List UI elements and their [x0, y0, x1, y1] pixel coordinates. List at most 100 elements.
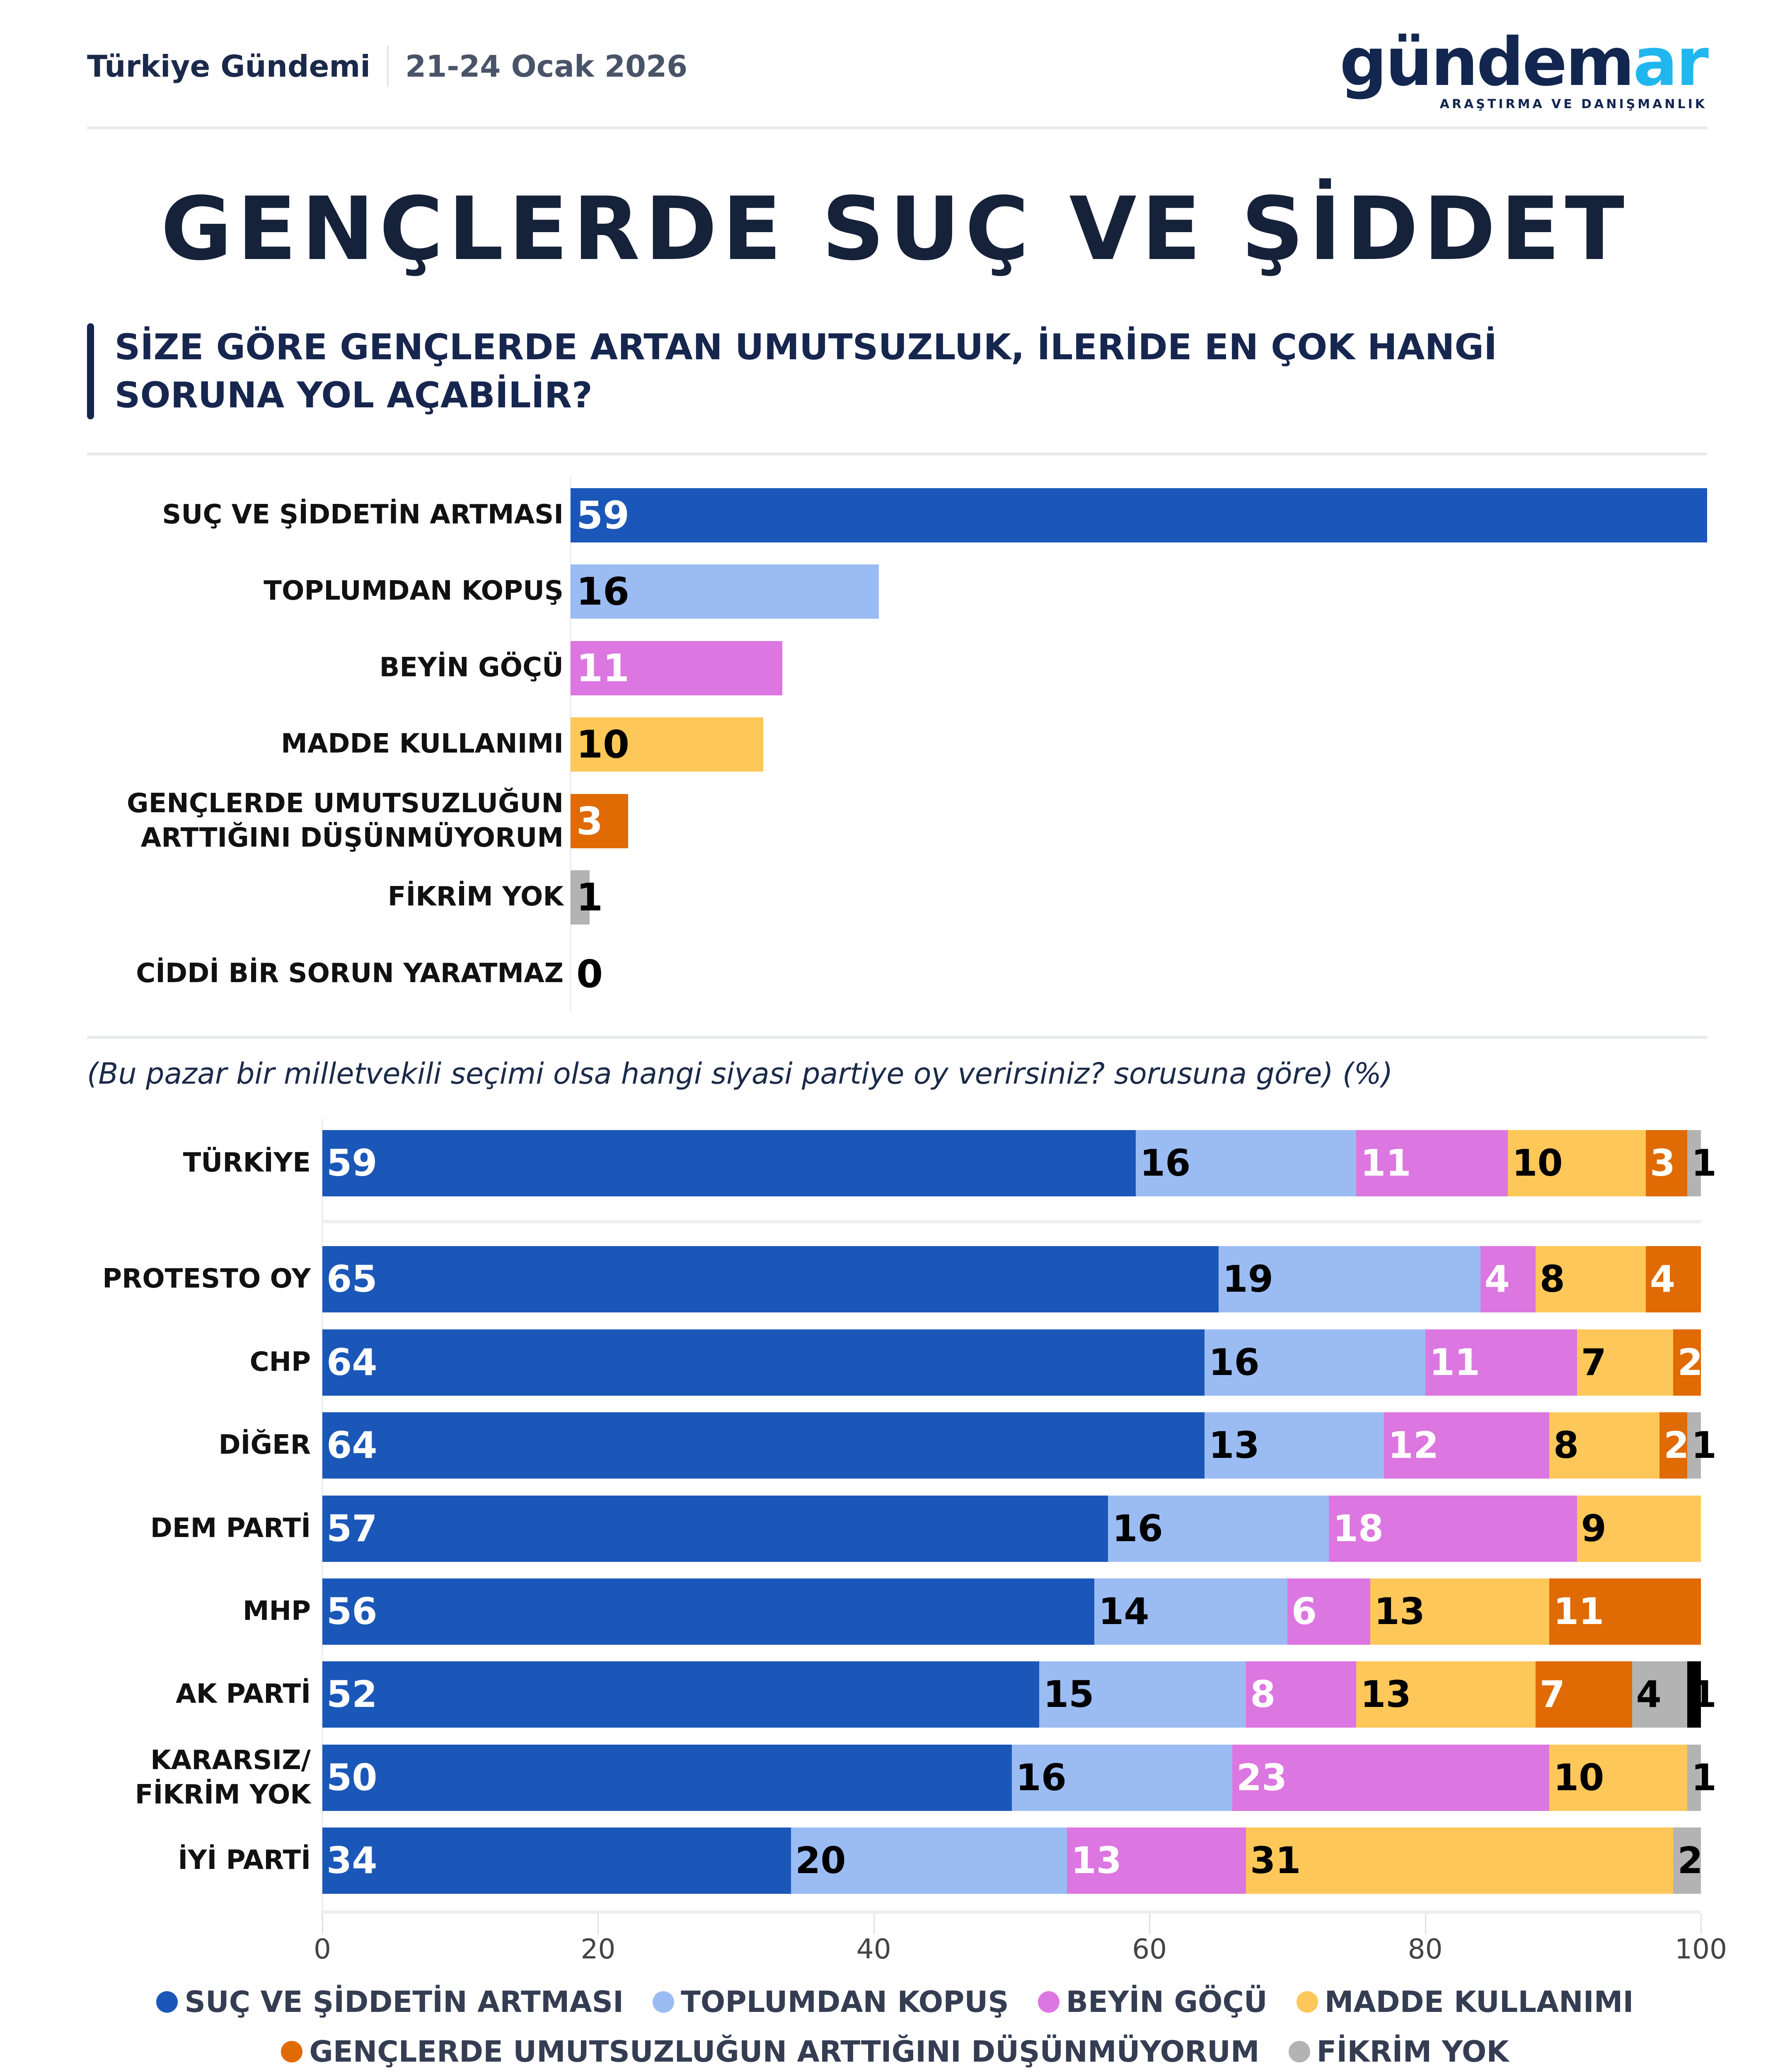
x-tick-mark — [597, 1914, 599, 1934]
stacked-segment-label: 16 — [1016, 1756, 1067, 1799]
stacked-segment-label: 59 — [327, 1142, 377, 1184]
legend-swatch-icon — [653, 1991, 675, 2013]
stacked-category-label: DEM PARTİ — [150, 1511, 311, 1546]
legend-item[interactable]: GENÇLERDE UMUTSUZLUĞUN ARTTIĞINI DÜŞÜNMÜ… — [281, 2035, 1260, 2069]
bar-category-label-line: BEYİN GÖÇÜ — [379, 652, 564, 683]
stacked-category-label-line: PROTESTO OY — [102, 1264, 311, 1295]
stacked-segment-label: 52 — [327, 1673, 377, 1716]
stacked-category-label: TÜRKİYE — [183, 1146, 311, 1180]
bar-value-label: 10 — [576, 722, 630, 767]
stacked-segment — [1508, 1130, 1646, 1196]
stacked-category-label-line: CHP — [249, 1347, 311, 1378]
stacked-segment-label: 57 — [327, 1507, 377, 1550]
stacked-segment — [322, 1496, 1108, 1562]
bar — [571, 488, 1707, 542]
legend-item[interactable]: MADDE KULLANIMI — [1296, 1985, 1634, 2019]
bar-value-label: 0 — [576, 952, 603, 996]
stacked-segment-label: 13 — [1209, 1424, 1260, 1467]
bar-value-label: 59 — [576, 493, 630, 537]
legend-item[interactable]: BEYİN GÖÇÜ — [1038, 1985, 1268, 2019]
stacked-segment-label: 20 — [795, 1839, 846, 1882]
stacked-segment — [1094, 1578, 1287, 1645]
bar-category-label-line: MADDE KULLANIMI — [281, 729, 564, 760]
stacked-segment — [1384, 1412, 1550, 1479]
stacked-category-label-line: DEM PARTİ — [150, 1513, 311, 1544]
stacked-segment — [1370, 1578, 1550, 1645]
legend-item[interactable]: FİKRİM YOK — [1288, 2035, 1509, 2069]
stacked-segment — [1287, 1578, 1370, 1645]
stacked-segment — [1067, 1828, 1246, 1894]
legend-item[interactable]: SUÇ VE ŞİDDETİN ARTMASI — [156, 1985, 624, 2019]
date-range: 21-24 Ocak 2026 — [405, 49, 688, 84]
stacked-segment — [1535, 1246, 1646, 1312]
legend-label: MADDE KULLANIMI — [1324, 1985, 1634, 2019]
header-divider — [387, 46, 389, 87]
stacked-segment-label: 13 — [1071, 1839, 1122, 1882]
logo-wordmark: gündemar — [1340, 29, 1709, 95]
stacked-segment — [1232, 1745, 1550, 1811]
stacked-segment — [322, 1412, 1205, 1479]
stacked-segment-label: 10 — [1512, 1142, 1563, 1184]
bar — [571, 564, 879, 619]
legend-label: GENÇLERDE UMUTSUZLUĞUN ARTTIĞINI DÜŞÜNMÜ… — [309, 2035, 1260, 2069]
x-tick-label: 20 — [581, 1933, 616, 1965]
stacked-category-label-line: KARARSIZ/ — [150, 1745, 311, 1776]
stacked-segment — [1549, 1578, 1701, 1645]
legend-swatch-icon — [281, 2041, 303, 2062]
stacked-segment-label: 4 — [1636, 1673, 1662, 1716]
stacked-segment-label: 13 — [1374, 1590, 1425, 1633]
x-tick-mark — [1700, 1914, 1702, 1934]
stacked-segment — [322, 1130, 1136, 1196]
stacked-segment — [1246, 1661, 1357, 1728]
stacked-category-label: CHP — [250, 1345, 311, 1380]
x-tick-mark — [322, 1914, 323, 1934]
stacked-segment — [1687, 1130, 1701, 1196]
stacked-segment — [1011, 1745, 1232, 1811]
x-tick-label: 60 — [1132, 1933, 1167, 1965]
logo-main-text: gündem — [1340, 23, 1635, 101]
stacked-segment — [1246, 1828, 1674, 1894]
stacked-segment — [1205, 1412, 1384, 1479]
stacked-segment — [1645, 1130, 1687, 1196]
stacked-segment-label: 1 — [1691, 1756, 1717, 1799]
stacked-segment — [1356, 1661, 1536, 1728]
bar-value-label: 16 — [576, 569, 630, 614]
stacked-segment-label: 7 — [1539, 1673, 1565, 1716]
stacked-segment-label: 64 — [327, 1341, 377, 1384]
header-left: Türkiye Gündemi 21-24 Ocak 2026 — [87, 46, 687, 87]
bar-category-label-line: ARTTIĞINI DÜŞÜNMÜYORUM — [140, 822, 564, 853]
stacked-segment — [1549, 1745, 1687, 1811]
stacked-segment — [1673, 1828, 1701, 1894]
stacked-segment-label: 10 — [1553, 1756, 1604, 1799]
legend-label: TOPLUMDAN KOPUŞ — [681, 1985, 1009, 2019]
bar-category-label-line: CİDDİ BİR SORUN YARATMAZ — [136, 958, 564, 989]
stacked-segment — [1218, 1246, 1480, 1312]
turkiye-separator — [322, 1220, 1701, 1223]
stacked-segment-label: 11 — [1553, 1590, 1604, 1633]
stacked-segment — [1535, 1661, 1632, 1728]
stacked-category-label: MHP — [243, 1594, 311, 1629]
legend-swatch-icon — [1288, 2041, 1310, 2062]
bar-category-label-line: FİKRİM YOK — [387, 881, 564, 913]
legend-swatch-icon — [1296, 1991, 1318, 2013]
stacked-category-label: AK PARTİ — [176, 1677, 311, 1711]
bar-category-label: SUÇ VE ŞİDDETİN ARTMASI — [162, 498, 564, 532]
legend-label: FİKRİM YOK — [1316, 2035, 1509, 2069]
question-rule — [87, 453, 1707, 455]
stacked-segment — [322, 1246, 1219, 1312]
page-title: GENÇLERDE SUÇ VE ŞİDDET — [160, 178, 1630, 280]
question-text: SİZE GÖRE GENÇLERDE ARTAN UMUTSUZLUK, İL… — [114, 327, 1497, 416]
legend-item[interactable]: TOPLUMDAN KOPUŞ — [653, 1985, 1009, 2019]
stacked-segment-label: 4 — [1650, 1258, 1676, 1300]
bar-category-label-line: GENÇLERDE UMUTSUZLUĞUN — [127, 788, 564, 819]
legend-label: SUÇ VE ŞİDDETİN ARTMASI — [184, 1985, 624, 2019]
stacked-segment-label: 16 — [1112, 1507, 1163, 1550]
stacked-segment-label: 1 — [1691, 1673, 1717, 1716]
stacked-segment — [1135, 1130, 1357, 1196]
bar-category-label: BEYİN GÖÇÜ — [380, 651, 564, 685]
bar — [571, 717, 763, 772]
stacked-category-label-line: DİĞER — [218, 1430, 311, 1461]
stacked-segment — [322, 1661, 1040, 1728]
bar — [571, 870, 590, 925]
stacked-segment-label: 34 — [327, 1839, 377, 1882]
